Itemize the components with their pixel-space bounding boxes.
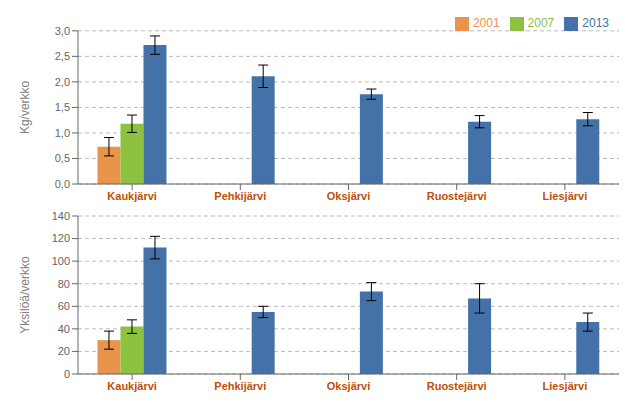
svg-text:Kaukjärvi: Kaukjärvi [107, 190, 157, 202]
svg-text:120: 120 [52, 232, 70, 244]
svg-text:Pehkijärvi: Pehkijärvi [214, 380, 266, 392]
svg-text:Ruostejärvi: Ruostejärvi [427, 380, 487, 392]
svg-text:0,0: 0,0 [55, 178, 70, 190]
svg-text:Liesjärvi: Liesjärvi [543, 190, 588, 202]
svg-text:Kg/verkko: Kg/verkko [18, 80, 32, 134]
svg-text:2,0: 2,0 [55, 76, 70, 88]
svg-text:80: 80 [58, 278, 70, 290]
html-text:2013: 2013 [582, 16, 609, 30]
html-text:2007: 2007 [527, 16, 555, 30]
svg-text:60: 60 [58, 300, 70, 312]
svg-text:0,5: 0,5 [55, 152, 70, 164]
svg-text:Yksilöä/verkko: Yksilöä/verkko [18, 256, 32, 334]
svg-text:3,0: 3,0 [55, 25, 70, 37]
svg-text:40: 40 [58, 323, 70, 335]
svg-text:20: 20 [58, 345, 70, 357]
svg-text:Kaukjärvi: Kaukjärvi [107, 380, 157, 392]
svg-text:Oksjärvi: Oksjärvi [327, 190, 370, 202]
html-text:2001: 2001 [472, 16, 500, 30]
svg-text:1,5: 1,5 [55, 101, 70, 113]
svg-text:2,5: 2,5 [55, 50, 70, 62]
svg-text:1,0: 1,0 [55, 127, 70, 139]
svg-text:Pehkijärvi: Pehkijärvi [214, 190, 266, 202]
svg-text:Ruostejärvi: Ruostejärvi [427, 190, 487, 202]
svg-text:100: 100 [52, 255, 70, 267]
svg-text:Liesjärvi: Liesjärvi [543, 380, 588, 392]
svg-text:Oksjärvi: Oksjärvi [327, 380, 370, 392]
svg-text:140: 140 [52, 210, 70, 222]
svg-text:0: 0 [64, 368, 70, 380]
